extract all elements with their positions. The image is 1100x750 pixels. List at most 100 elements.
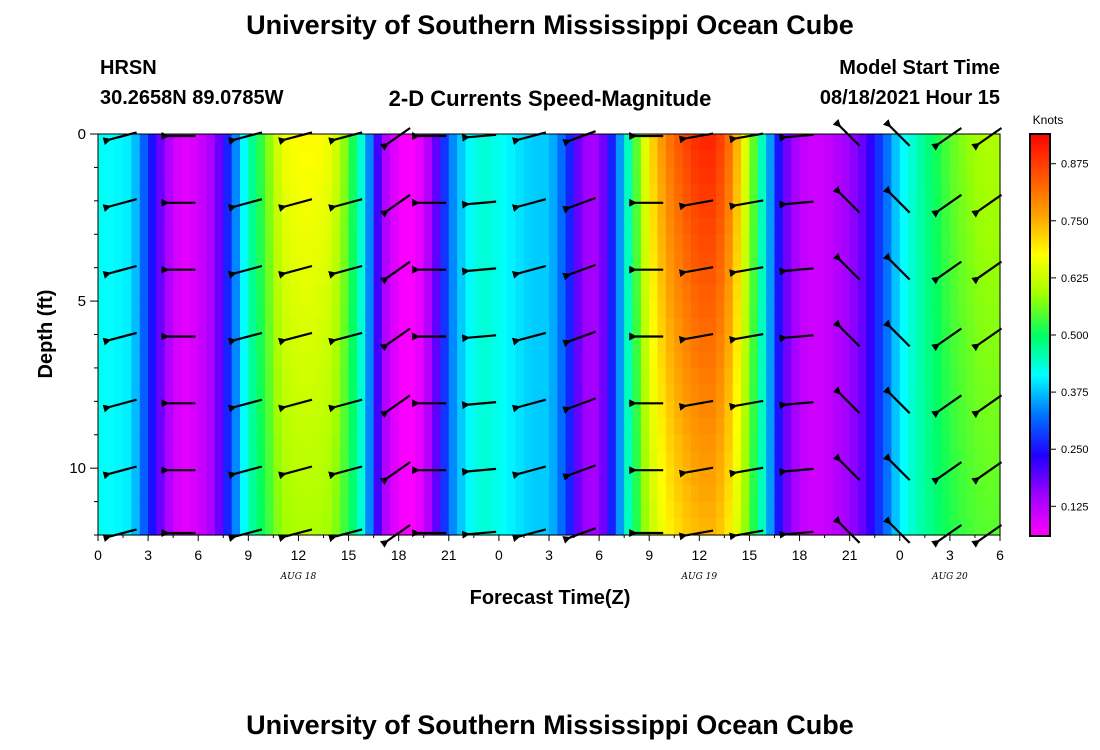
heatmap-cell — [590, 134, 600, 152]
heatmap-cell — [415, 150, 425, 169]
heatmap-cell — [407, 418, 416, 436]
heatmap-cell — [181, 418, 191, 436]
heatmap-cell — [949, 334, 959, 352]
heatmap-cell — [858, 434, 867, 453]
heatmap-cell — [465, 301, 475, 319]
current-vector — [511, 465, 547, 480]
heatmap-cell — [239, 184, 249, 202]
heatmap-cell — [281, 167, 291, 185]
heatmap-cell — [916, 484, 926, 503]
heatmap-cell — [958, 351, 968, 369]
heatmap-cell — [457, 501, 467, 519]
heatmap-cell — [139, 134, 149, 152]
heatmap-cell — [457, 301, 467, 319]
colorbar: Knots 0.1250.2500.3750.5000.6250.7500.87… — [1029, 113, 1089, 537]
heatmap-cell — [356, 217, 366, 235]
heatmap-cell — [974, 301, 984, 319]
heatmap-cell — [298, 184, 308, 202]
heatmap-cell — [757, 334, 767, 352]
heatmap-cell — [782, 217, 792, 235]
heatmap-cell — [724, 250, 734, 269]
heatmap-cell — [498, 367, 508, 386]
heatmap-cell — [123, 150, 133, 169]
heatmap-cell — [924, 150, 934, 169]
heatmap-cell — [632, 167, 642, 185]
heatmap-cell — [365, 250, 375, 269]
heatmap-cell — [432, 134, 442, 152]
heatmap-cell — [807, 250, 817, 269]
heatmap-cell — [933, 367, 943, 386]
heatmap-cell — [490, 167, 500, 185]
heatmap-cell — [223, 150, 233, 169]
heatmap-cell — [148, 484, 158, 503]
heatmap-cell — [340, 351, 350, 369]
heatmap-cell — [557, 434, 567, 453]
heatmap-cell — [298, 434, 308, 453]
heatmap-cell — [582, 367, 592, 386]
heatmap-cell — [582, 351, 592, 369]
heatmap-cell — [407, 284, 416, 302]
heatmap-cell — [515, 434, 525, 453]
heatmap-cell — [824, 351, 834, 369]
heatmap-cell — [356, 200, 366, 219]
heatmap-cell — [106, 234, 116, 252]
current-vector — [832, 119, 861, 147]
heatmap-cell — [373, 468, 383, 486]
heatmap-cell — [189, 167, 199, 185]
heatmap-cell — [490, 250, 500, 269]
heatmap-cell — [749, 367, 759, 386]
heatmap-cell — [640, 317, 650, 336]
heatmap-cell — [315, 484, 325, 503]
heatmap-cell — [757, 468, 767, 486]
heatmap-cell — [398, 301, 408, 319]
heatmap-cell — [198, 284, 208, 302]
heatmap-cell — [323, 217, 333, 235]
heatmap-cell — [223, 301, 233, 319]
heatmap-cell — [690, 501, 700, 519]
heatmap-cell — [98, 334, 107, 352]
heatmap-cell — [448, 418, 458, 436]
current-vector — [971, 461, 1003, 485]
heatmap-cell — [891, 134, 901, 152]
heatmap-cell — [874, 518, 884, 536]
heatmap-cell — [632, 384, 642, 402]
heatmap-cell — [899, 418, 909, 436]
heatmap-cell — [457, 384, 467, 402]
heatmap-cell — [156, 484, 166, 503]
current-vector — [971, 524, 1003, 548]
heatmap-cell — [223, 267, 233, 285]
heatmap-cell — [498, 451, 508, 469]
heatmap-cell — [114, 501, 124, 519]
heatmap-cell — [640, 267, 650, 285]
heatmap-cell — [858, 250, 867, 269]
heatmap-cell — [164, 468, 174, 486]
heatmap-cell — [816, 468, 826, 486]
heatmap-cell — [206, 367, 216, 386]
heatmap-cell — [273, 217, 283, 235]
heatmap-cell — [916, 468, 926, 486]
heatmap-cell — [858, 384, 867, 402]
heatmap-cell — [465, 184, 475, 202]
heatmap-cell — [148, 200, 158, 219]
heatmap-cell — [549, 334, 558, 352]
heatmap-cell — [674, 167, 684, 185]
heatmap-cell — [991, 468, 1001, 486]
heatmap-cell — [816, 367, 826, 386]
heatmap-cell — [407, 501, 416, 519]
heatmap-cell — [114, 301, 124, 319]
heatmap-cell — [891, 184, 901, 202]
heatmap-cell — [490, 234, 500, 252]
heatmap-cell — [156, 351, 166, 369]
heatmap-cell — [306, 334, 316, 352]
heatmap-cell — [774, 217, 784, 235]
heatmap-cell — [699, 367, 709, 386]
heatmap-cell — [106, 267, 116, 285]
x-tick-label: 6 — [595, 547, 603, 563]
heatmap-cell — [123, 167, 133, 185]
heatmap-cell — [181, 317, 191, 336]
heatmap-cell — [974, 451, 984, 469]
heatmap-cell — [966, 401, 976, 419]
heatmap-cell — [665, 501, 675, 519]
heatmap-cell — [665, 284, 675, 302]
heatmap-cell — [323, 301, 333, 319]
